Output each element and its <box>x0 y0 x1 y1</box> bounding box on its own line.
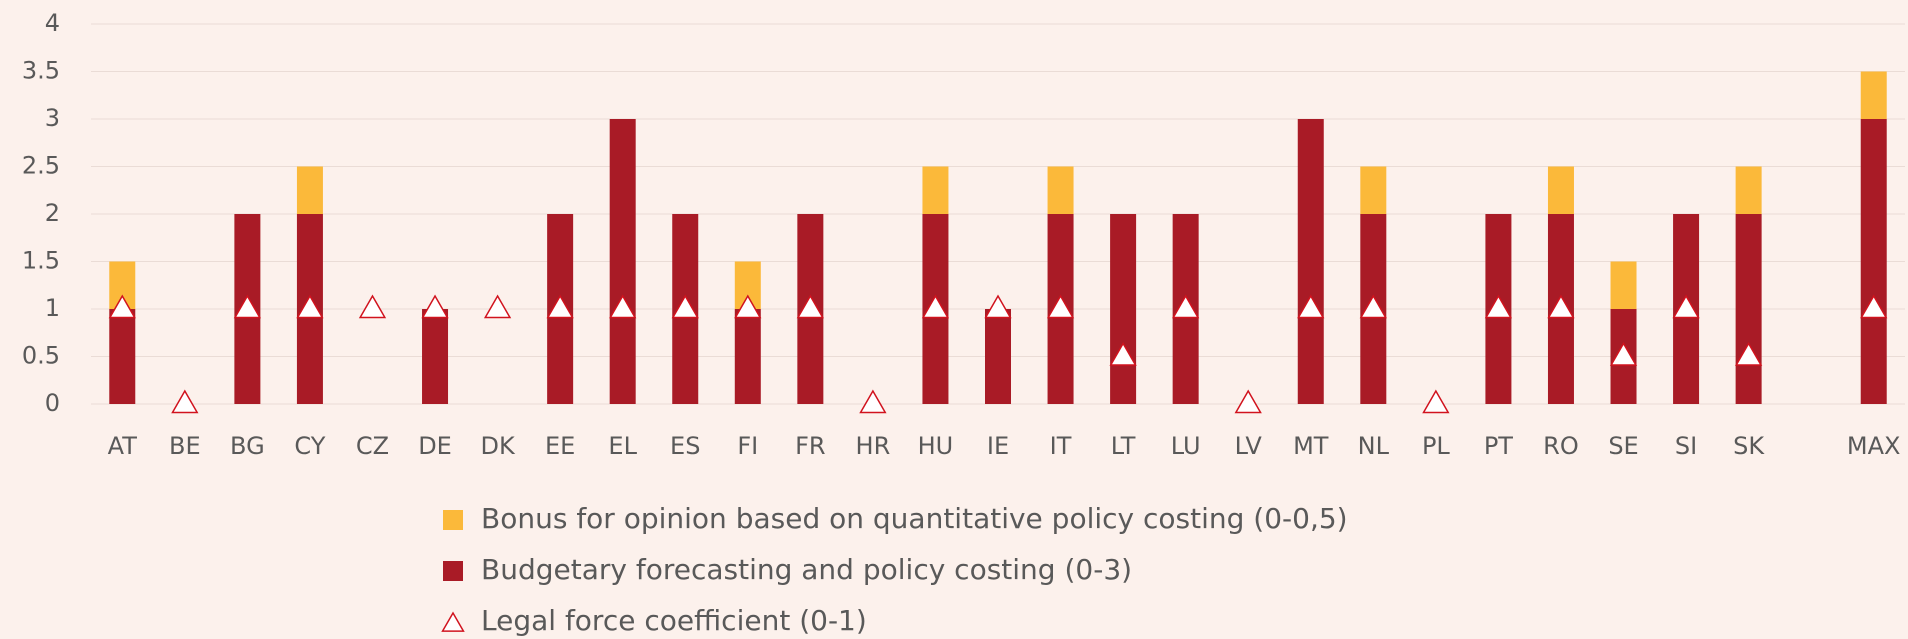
x-tick-label: SE <box>1608 432 1638 460</box>
bar-segment <box>1047 166 1074 214</box>
y-tick-label: 0 <box>45 389 60 417</box>
y-tick-label: 2.5 <box>22 152 60 180</box>
marker <box>984 294 1012 319</box>
marker <box>1609 341 1638 366</box>
x-tick-label: SI <box>1675 432 1697 460</box>
marker <box>1297 294 1325 319</box>
marker <box>108 294 136 319</box>
marker <box>233 294 262 319</box>
marker <box>921 294 950 319</box>
legend-label: Bonus for opinion based on quantitative … <box>481 502 1348 535</box>
x-tick-label: FI <box>737 432 758 460</box>
x-tick-label: ES <box>670 432 700 460</box>
marker <box>483 294 512 319</box>
marker <box>796 294 824 319</box>
legend-swatch <box>443 561 463 581</box>
marker <box>1109 341 1137 366</box>
bar-segment <box>1547 166 1574 214</box>
bar-segment <box>1297 119 1324 404</box>
x-tick-label: LT <box>1111 432 1136 460</box>
bar-segment <box>1735 166 1762 214</box>
x-tick-label: BG <box>230 432 265 460</box>
bar-segment <box>985 309 1011 404</box>
x-tick-label: IT <box>1050 432 1072 460</box>
marker <box>546 294 574 319</box>
x-tick-label: LU <box>1171 432 1201 460</box>
y-tick-label: 3.5 <box>22 57 60 85</box>
legend-swatch <box>441 611 465 632</box>
bar-segment <box>734 309 761 404</box>
marker <box>671 294 699 319</box>
legend-label: Legal force coefficient (0-1) <box>481 604 867 637</box>
x-tick-label: AT <box>108 432 138 460</box>
y-tick-label: 0.5 <box>22 342 60 370</box>
x-tick-label: BE <box>169 432 201 460</box>
marker <box>1484 294 1513 319</box>
x-tick-label: SK <box>1733 432 1765 460</box>
marker <box>1672 294 1700 319</box>
x-tick-label: DK <box>480 432 515 460</box>
x-tick-label: LV <box>1235 432 1263 460</box>
marker <box>1860 294 1888 319</box>
x-tick-label: CY <box>294 432 325 460</box>
bar-segment <box>296 166 323 214</box>
bar-segment <box>1610 261 1637 309</box>
bar-segment <box>1110 214 1137 404</box>
bar-segment <box>109 309 136 404</box>
marker <box>1234 389 1262 414</box>
legend-label: Budgetary forecasting and policy costing… <box>481 553 1132 586</box>
marker <box>171 389 199 414</box>
y-tick-label: 3 <box>45 104 60 132</box>
x-tick-label: NL <box>1358 432 1390 460</box>
marker <box>734 294 762 319</box>
bar-segment <box>1860 71 1887 119</box>
x-tick-label: EE <box>545 432 575 460</box>
bar-segment <box>609 119 636 404</box>
marker <box>421 294 449 319</box>
bar-segment <box>1860 119 1887 404</box>
marker <box>1547 294 1575 319</box>
x-tick-label: CZ <box>356 432 389 460</box>
marker <box>1359 294 1387 319</box>
marker <box>859 389 887 414</box>
marker <box>296 294 324 319</box>
x-tick-label: PL <box>1422 432 1450 460</box>
x-tick-label: MAX <box>1847 432 1901 460</box>
x-tick-label: DE <box>418 432 452 460</box>
bar-segment <box>1735 214 1762 404</box>
x-tick-label: FR <box>795 432 825 460</box>
bar-segment <box>1360 166 1387 214</box>
marker <box>1734 341 1763 366</box>
marker <box>1172 294 1200 319</box>
x-tick-label: EL <box>608 432 637 460</box>
y-tick-label: 1 <box>45 294 60 322</box>
marker <box>609 294 637 319</box>
legend-swatch <box>443 510 463 530</box>
marker <box>1046 294 1075 319</box>
marker <box>358 294 387 319</box>
marker <box>1422 389 1450 414</box>
y-tick-label: 4 <box>45 9 60 37</box>
x-tick-label: IE <box>987 432 1009 460</box>
bar-segment <box>422 309 449 404</box>
x-tick-label: RO <box>1543 432 1579 460</box>
x-tick-label: MT <box>1293 432 1329 460</box>
bar-segment <box>922 166 949 214</box>
x-tick-label: HR <box>856 432 891 460</box>
y-tick-label: 1.5 <box>22 247 60 275</box>
y-tick-label: 2 <box>45 199 60 227</box>
x-tick-label: HU <box>918 432 954 460</box>
x-tick-label: PT <box>1484 432 1513 460</box>
